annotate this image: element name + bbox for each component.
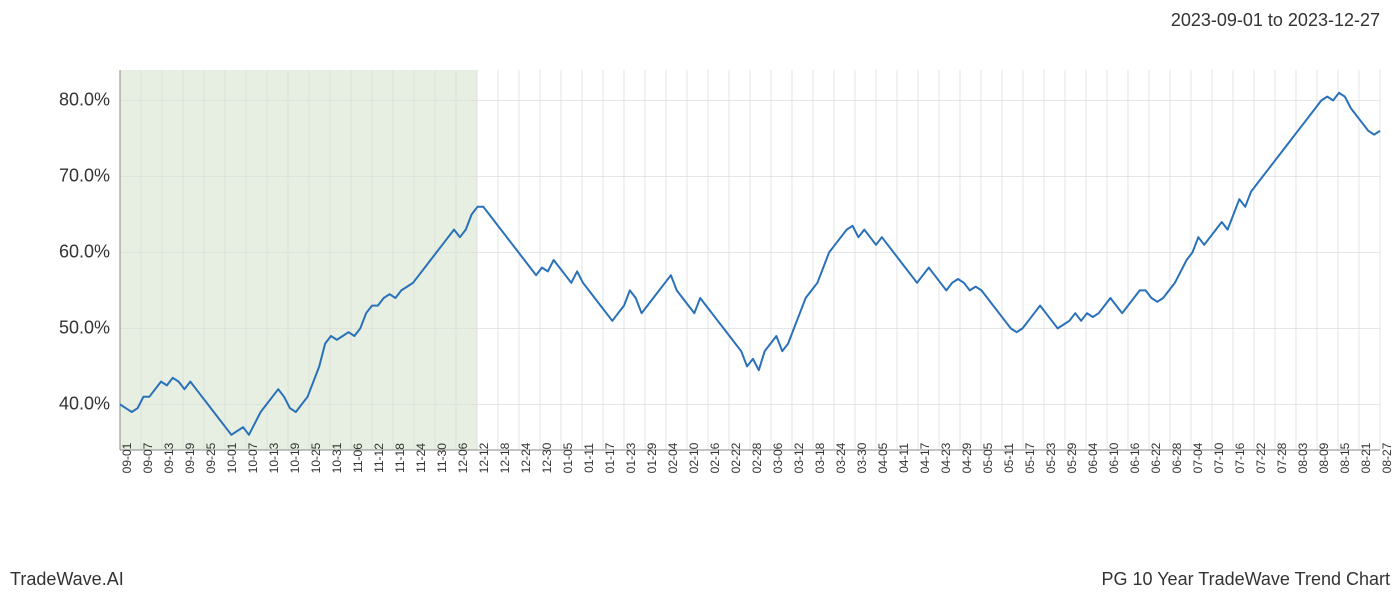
x-tick-label: 11-24 bbox=[414, 443, 428, 473]
x-tick-label: 09-07 bbox=[141, 443, 155, 474]
x-tick-label: 09-01 bbox=[120, 443, 134, 474]
x-tick-label: 07-22 bbox=[1254, 443, 1268, 474]
x-tick-label: 03-06 bbox=[771, 443, 785, 474]
x-tick-label: 06-22 bbox=[1149, 443, 1163, 474]
x-tick-label: 05-11 bbox=[1002, 443, 1016, 473]
x-tick-label: 04-11 bbox=[897, 443, 911, 473]
x-tick-label: 05-05 bbox=[981, 443, 995, 474]
x-tick-label: 08-09 bbox=[1317, 443, 1331, 474]
x-tick-label: 06-10 bbox=[1107, 443, 1121, 474]
y-tick-label: 70.0% bbox=[10, 166, 110, 187]
x-tick-label: 02-16 bbox=[708, 443, 722, 474]
x-tick-label: 04-23 bbox=[939, 443, 953, 474]
x-tick-label: 01-29 bbox=[645, 443, 659, 474]
x-tick-label: 07-16 bbox=[1233, 443, 1247, 474]
x-tick-label: 08-15 bbox=[1338, 443, 1352, 474]
x-tick-label: 04-29 bbox=[960, 443, 974, 474]
chart-container: 40.0% 50.0% 60.0% 70.0% 80.0% 09-01 09-07 09-1… bbox=[0, 50, 1400, 530]
x-tick-label: 02-04 bbox=[666, 443, 680, 474]
x-tick-label: 05-23 bbox=[1044, 443, 1058, 474]
x-tick-label: 03-12 bbox=[792, 443, 806, 474]
x-tick-label: 09-25 bbox=[204, 443, 218, 474]
x-tick-label: 12-06 bbox=[456, 443, 470, 474]
x-tick-label: 03-18 bbox=[813, 443, 827, 474]
x-tick-label: 08-03 bbox=[1296, 443, 1310, 474]
x-tick-label: 10-01 bbox=[225, 443, 239, 474]
y-tick-label: 60.0% bbox=[10, 242, 110, 263]
x-tick-label: 01-05 bbox=[561, 443, 575, 474]
x-tick-label: 05-29 bbox=[1065, 443, 1079, 474]
chart-title: PG 10 Year TradeWave Trend Chart bbox=[1102, 569, 1391, 590]
x-tick-label: 11-30 bbox=[435, 443, 449, 473]
x-tick-label: 06-04 bbox=[1086, 443, 1100, 474]
x-tick-label: 10-07 bbox=[246, 443, 260, 474]
x-tick-label: 11-12 bbox=[372, 443, 386, 473]
x-tick-label: 02-22 bbox=[729, 443, 743, 474]
x-tick-label: 10-31 bbox=[330, 443, 344, 474]
x-tick-label: 06-16 bbox=[1128, 443, 1142, 474]
x-tick-label: 02-28 bbox=[750, 443, 764, 474]
x-tick-label: 10-13 bbox=[267, 443, 281, 474]
footer-brand: TradeWave.AI bbox=[10, 569, 124, 590]
x-tick-label: 07-04 bbox=[1191, 443, 1205, 474]
y-tick-label: 80.0% bbox=[10, 90, 110, 111]
x-tick-label: 03-24 bbox=[834, 443, 848, 474]
x-tick-label: 10-25 bbox=[309, 443, 323, 474]
y-tick-label: 40.0% bbox=[10, 394, 110, 415]
date-range: 2023-09-01 to 2023-12-27 bbox=[1171, 10, 1380, 31]
x-tick-label: 08-21 bbox=[1359, 443, 1373, 474]
x-tick-label: 11-06 bbox=[351, 443, 365, 473]
x-tick-label: 11-18 bbox=[393, 443, 407, 473]
x-tick-label: 01-23 bbox=[624, 443, 638, 474]
x-tick-label: 04-05 bbox=[876, 443, 890, 474]
x-tick-label: 05-17 bbox=[1023, 443, 1037, 474]
x-tick-label: 01-11 bbox=[582, 443, 596, 473]
x-tick-label: 12-30 bbox=[540, 443, 554, 474]
x-tick-label: 08-27 bbox=[1380, 443, 1394, 474]
x-tick-label: 07-28 bbox=[1275, 443, 1289, 474]
y-tick-label: 50.0% bbox=[10, 318, 110, 339]
x-tick-label: 02-10 bbox=[687, 443, 701, 474]
x-tick-label: 09-19 bbox=[183, 443, 197, 474]
x-tick-label: 12-24 bbox=[519, 443, 533, 474]
x-tick-label: 12-12 bbox=[477, 443, 491, 474]
x-tick-label: 01-17 bbox=[603, 443, 617, 474]
x-tick-label: 12-18 bbox=[498, 443, 512, 474]
x-tick-label: 10-19 bbox=[288, 443, 302, 474]
x-tick-label: 09-13 bbox=[162, 443, 176, 474]
x-tick-label: 06-28 bbox=[1170, 443, 1184, 474]
x-tick-label: 03-30 bbox=[855, 443, 869, 474]
x-tick-label: 04-17 bbox=[918, 443, 932, 474]
x-tick-label: 07-10 bbox=[1212, 443, 1226, 474]
